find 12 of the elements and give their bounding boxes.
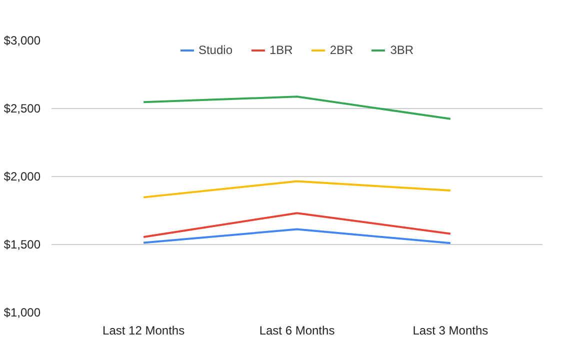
legend-label: Studio [198,43,232,57]
y-tick-label: $1,500 [4,238,41,252]
legend-label: 2BR [330,43,354,57]
x-tick-label: Last 12 Months [102,324,185,338]
x-tick-label: Last 3 Months [412,324,488,338]
x-tick-label: Last 6 Months [259,324,335,338]
y-tick-label: $3,000 [4,34,41,48]
y-tick-label: $2,000 [4,170,41,184]
y-tick-label: $1,000 [4,306,41,320]
legend-label: 3BR [390,43,414,57]
legend-label: 1BR [270,43,293,57]
y-tick-label: $2,500 [4,102,41,116]
